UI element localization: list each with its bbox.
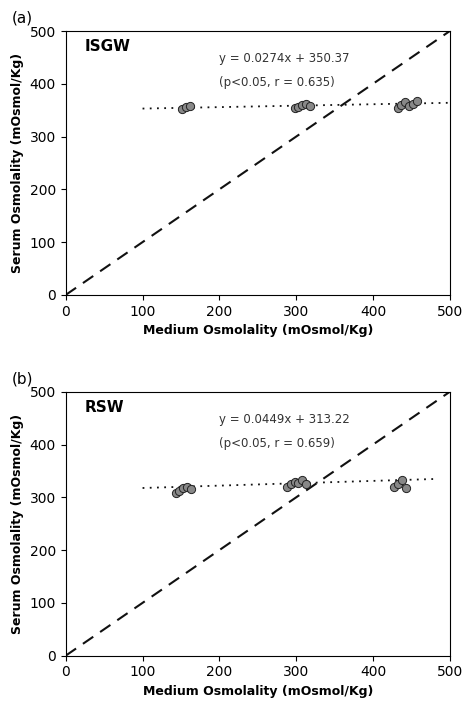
Point <box>398 475 406 486</box>
Point <box>398 99 405 111</box>
Point <box>186 100 194 111</box>
Point <box>302 99 310 110</box>
Point <box>291 476 299 487</box>
Point <box>287 479 294 490</box>
Text: ISGW: ISGW <box>85 39 131 54</box>
X-axis label: Medium Osmolality (mOsmol/Kg): Medium Osmolality (mOsmol/Kg) <box>143 324 373 337</box>
Point <box>299 99 306 111</box>
Point <box>283 481 291 493</box>
Text: RSW: RSW <box>85 400 125 415</box>
Point <box>295 101 302 112</box>
Point <box>183 481 191 493</box>
Point <box>306 100 314 111</box>
Point <box>187 484 195 495</box>
Text: y = 0.0274x + 350.37: y = 0.0274x + 350.37 <box>219 52 350 65</box>
Point <box>179 104 186 115</box>
Point <box>302 479 310 490</box>
Text: (p<0.05, r = 0.635): (p<0.05, r = 0.635) <box>219 76 335 89</box>
Point <box>391 481 398 493</box>
Y-axis label: Serum Osmolality (mOsmol/Kg): Serum Osmolality (mOsmol/Kg) <box>11 413 24 634</box>
Point <box>299 474 306 486</box>
Text: y = 0.0449x + 313.22: y = 0.0449x + 313.22 <box>219 413 350 426</box>
Point <box>394 478 402 489</box>
Point <box>180 482 187 493</box>
Point <box>401 96 409 108</box>
X-axis label: Medium Osmolality (mOsmol/Kg): Medium Osmolality (mOsmol/Kg) <box>143 685 373 698</box>
Point <box>295 477 302 489</box>
Y-axis label: Serum Osmolality (mOsmol/Kg): Serum Osmolality (mOsmol/Kg) <box>11 53 24 273</box>
Text: (b): (b) <box>12 372 34 386</box>
Text: (p<0.05, r = 0.659): (p<0.05, r = 0.659) <box>219 437 335 450</box>
Point <box>394 102 401 113</box>
Point <box>182 101 190 113</box>
Point <box>405 100 413 111</box>
Point <box>413 96 420 107</box>
Point <box>402 482 410 493</box>
Point <box>176 486 183 497</box>
Text: (a): (a) <box>12 11 33 26</box>
Point <box>172 488 179 499</box>
Point <box>409 99 417 110</box>
Point <box>291 102 299 113</box>
